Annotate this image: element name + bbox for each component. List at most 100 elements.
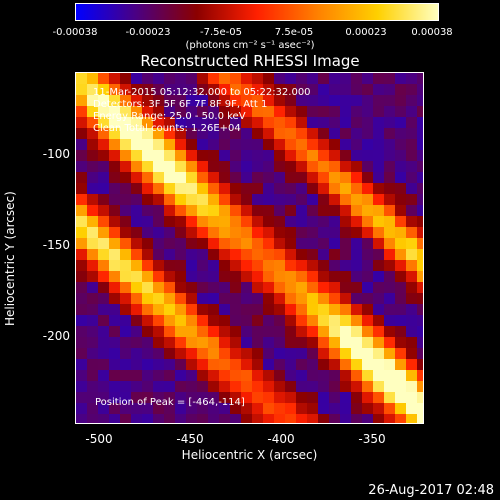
image-pixel [76, 161, 87, 172]
image-pixel [186, 73, 197, 84]
image-pixel [406, 150, 417, 161]
image-pixel [153, 161, 164, 172]
image-pixel [76, 381, 87, 392]
image-pixel [87, 414, 98, 423]
image-pixel [219, 337, 230, 348]
image-pixel [230, 161, 241, 172]
image-pixel [318, 183, 329, 194]
image-pixel [395, 381, 406, 392]
image-pixel [329, 337, 340, 348]
image-pixel [417, 370, 423, 381]
image-pixel [197, 315, 208, 326]
image-pixel [241, 183, 252, 194]
image-pixel [351, 106, 362, 117]
image-pixel [296, 84, 307, 95]
image-pixel [76, 414, 87, 423]
image-pixel [252, 249, 263, 260]
image-pixel [395, 271, 406, 282]
image-pixel [131, 337, 142, 348]
image-pixel [329, 370, 340, 381]
image-pixel [318, 128, 329, 139]
image-pixel [351, 337, 362, 348]
image-pixel [197, 326, 208, 337]
image-pixel [406, 359, 417, 370]
image-pixel [153, 337, 164, 348]
image-pixel [285, 106, 296, 117]
image-pixel [263, 326, 274, 337]
image-pixel [252, 293, 263, 304]
image-pixel [76, 205, 87, 216]
image-pixel [87, 73, 98, 84]
image-pixel [131, 414, 142, 423]
image-pixel [307, 337, 318, 348]
image-pixel [164, 238, 175, 249]
image-pixel [197, 359, 208, 370]
image-pixel [175, 348, 186, 359]
image-pixel [164, 84, 175, 95]
image-pixel [252, 315, 263, 326]
image-pixel [296, 403, 307, 414]
image-pixel [318, 150, 329, 161]
image-pixel [109, 271, 120, 282]
image-pixel [307, 326, 318, 337]
image-pixel [384, 183, 395, 194]
image-pixel [76, 150, 87, 161]
image-pixel [131, 139, 142, 150]
image-pixel [417, 315, 423, 326]
image-pixel [98, 370, 109, 381]
image-pixel [296, 183, 307, 194]
image-pixel [87, 238, 98, 249]
image-pixel [87, 326, 98, 337]
image-pixel [186, 348, 197, 359]
image-pixel [87, 359, 98, 370]
image-pixel [120, 293, 131, 304]
image-pixel [175, 271, 186, 282]
image-pixel [252, 205, 263, 216]
image-pixel [131, 293, 142, 304]
image-pixel [164, 106, 175, 117]
image-pixel [186, 293, 197, 304]
image-pixel [208, 293, 219, 304]
image-pixel [395, 370, 406, 381]
image-pixel [175, 194, 186, 205]
image-pixel [384, 106, 395, 117]
image-pixel [219, 304, 230, 315]
image-pixel [263, 95, 274, 106]
image-pixel [241, 282, 252, 293]
image-pixel [208, 238, 219, 249]
image-pixel [131, 128, 142, 139]
image-pixel [351, 282, 362, 293]
image-pixel [274, 403, 285, 414]
image-pixel [120, 84, 131, 95]
image-pixel [417, 249, 423, 260]
image-pixel [153, 84, 164, 95]
image-pixel [109, 128, 120, 139]
image-pixel [384, 260, 395, 271]
image-pixel [318, 106, 329, 117]
image-pixel [87, 161, 98, 172]
image-pixel [142, 106, 153, 117]
image-pixel [197, 282, 208, 293]
image-pixel [274, 194, 285, 205]
image-pixel [241, 293, 252, 304]
image-pixel [285, 84, 296, 95]
image-pixel [351, 392, 362, 403]
image-pixel [307, 315, 318, 326]
image-pixel [274, 161, 285, 172]
image-pixel [263, 117, 274, 128]
image-pixel [340, 205, 351, 216]
image-pixel [362, 271, 373, 282]
image-pixel [373, 161, 384, 172]
image-pixel [164, 271, 175, 282]
image-pixel [131, 403, 142, 414]
image-pixel [263, 282, 274, 293]
image-pixel [109, 106, 120, 117]
image-pixel [76, 139, 87, 150]
image-pixel [318, 227, 329, 238]
image-pixel [373, 260, 384, 271]
image-pixel [417, 216, 423, 227]
image-pixel [142, 304, 153, 315]
image-pixel [351, 249, 362, 260]
image-pixel [373, 282, 384, 293]
colorbar-tick: 7.5e-05 [274, 27, 314, 38]
